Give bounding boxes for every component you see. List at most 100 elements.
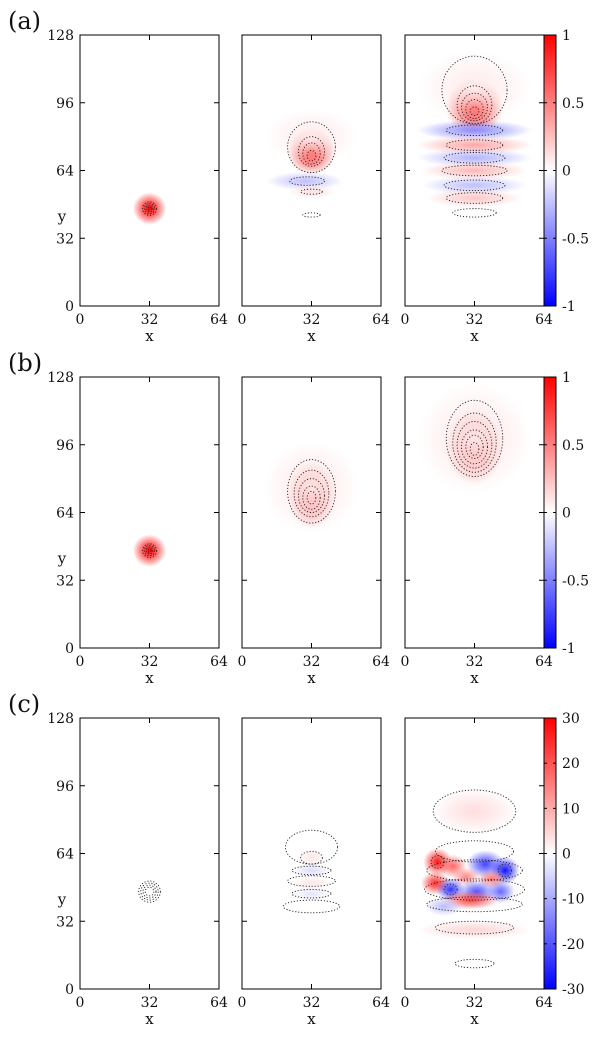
x-tick-label: 64 [372,995,390,1011]
panel-field [263,440,360,534]
contour-line [456,85,493,125]
x-tick-label: 32 [303,654,321,670]
contour-line [302,142,321,165]
colorbar-tick-label: 20 [562,756,580,772]
contour-line [282,899,341,914]
contour-line [145,546,154,555]
contour-line [143,545,156,557]
field-blob [292,886,331,901]
panel-field [417,50,532,218]
contour-line [302,485,321,510]
contour-line [441,164,508,177]
contour-line [443,883,458,896]
panel-field [417,787,532,969]
field-blob [417,382,532,495]
x-axis-label: x [470,327,479,345]
x-axis-label: x [145,327,154,345]
colorbar-tick-label: 30 [562,711,580,727]
heatmap-panel: 0 32 64 x [401,376,553,687]
contour-line [291,865,332,876]
contour-line [445,192,504,204]
colorbar-tick-label: 0.5 [562,96,584,112]
contour-line [293,469,330,518]
heatmap-panel: 0 32 64 x [238,376,390,687]
colorbar-tick-label: -20 [562,937,585,953]
contour-line [140,882,159,901]
panel-background [80,35,219,306]
field-blob [426,188,523,208]
panel-field [263,108,360,218]
x-axis-label: x [307,669,316,687]
colorbar-tick-label: 1 [562,28,571,44]
contour-line [145,204,154,213]
x-tick-label: 64 [372,312,390,328]
contour-line [452,208,497,218]
x-tick-label: 64 [535,312,553,328]
contour-line [445,124,504,137]
y-tick-label: 96 [56,438,74,454]
contour-line [469,106,480,116]
colorbar-tick-label: -0.5 [562,573,589,589]
x-axis-label: x [145,669,154,687]
field-blob [263,108,360,165]
y-axis-label: y [57,891,67,909]
heatmap-panel: 0 32 64 x [401,34,553,345]
contour-line [426,859,523,882]
panel-field [417,382,532,495]
x-axis-label: x [470,669,479,687]
contour-line [445,139,504,151]
y-tick-label: 64 [56,164,74,180]
contour-line [434,840,515,863]
contour-line [287,459,336,524]
contour-line [452,412,497,473]
field-blob [417,120,532,141]
x-tick-label: 32 [303,312,321,328]
field-blob [132,192,167,225]
row-label: (b) [8,349,42,377]
heatmap-panel: 0 32 64 x [238,717,390,1028]
row-label: (a) [8,7,41,35]
x-tick-label: 0 [238,312,247,328]
contour-line [289,176,325,186]
contour-line [298,136,325,167]
contour-line [497,863,512,878]
contour-line [291,889,332,899]
x-tick-label: 0 [238,654,247,670]
panel-field [132,534,167,567]
contour-line [465,434,484,459]
x-tick-label: 32 [466,654,484,670]
colorbar-tick-label: -10 [562,892,585,908]
x-tick-label: 32 [141,654,159,670]
contour-line [443,179,506,192]
field-blob [431,787,518,835]
contour-line [465,99,484,120]
field-blob [287,184,336,199]
colorbar: 30 20 10 0 -10 -20 -30 [543,711,585,998]
colorbar-tick-label: 0 [562,847,571,863]
y-tick-label: 0 [65,982,74,998]
contour-line [298,478,325,513]
contour-line [284,829,339,865]
field-blob [292,863,331,878]
colorbar-tick-label: -1 [562,641,576,657]
contour-line [142,884,157,899]
x-tick-label: 64 [535,654,553,670]
colorbar-tick-label: 10 [562,801,580,817]
contour-line [454,958,495,969]
y-axis-label: y [57,208,67,226]
contour-line [302,212,321,218]
y-tick-label: 64 [56,847,74,863]
x-tick-label: 0 [401,654,410,670]
heatmap-panel: 0 32 64 x [238,34,390,345]
contour-line [469,442,480,456]
row-label: (c) [8,690,40,718]
panel-background [80,377,219,648]
contour-line [434,920,515,935]
colorbar-tick-label: -30 [562,982,585,998]
contour-line [300,188,323,195]
contour-line [306,490,317,505]
x-tick-label: 64 [210,995,228,1011]
contour-line [287,121,336,174]
colorbar-tick-label: -1 [562,299,576,315]
